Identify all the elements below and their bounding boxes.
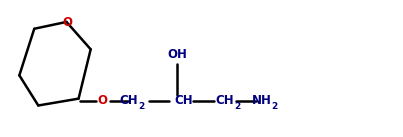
Text: NH: NH [252,94,272,107]
Text: 2: 2 [272,102,278,111]
Text: OH: OH [167,48,187,61]
Text: CH: CH [174,94,193,107]
Text: CH: CH [216,94,234,107]
Text: 2: 2 [139,102,145,111]
Text: O: O [98,94,108,107]
Text: CH: CH [120,94,138,107]
Text: 2: 2 [235,102,241,111]
Text: O: O [63,16,73,29]
